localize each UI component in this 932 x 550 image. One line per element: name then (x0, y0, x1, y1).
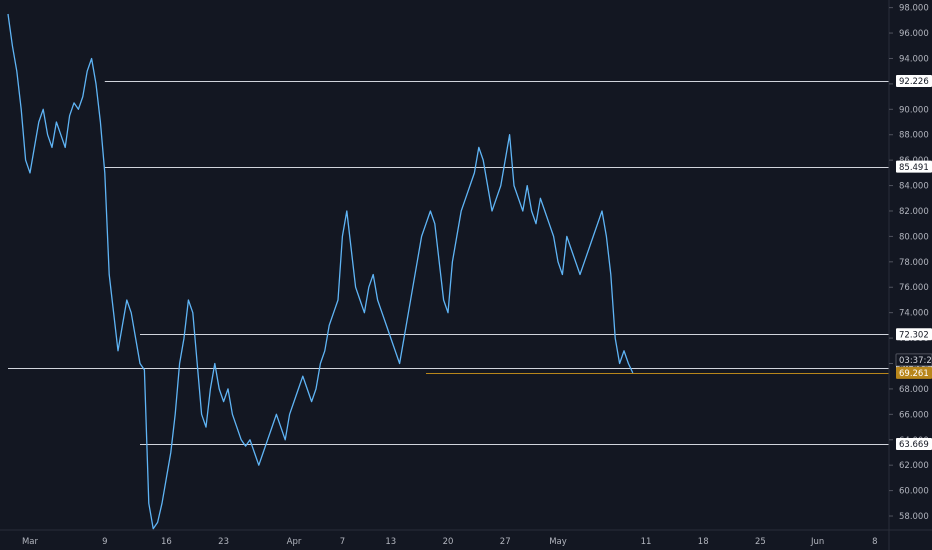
price-tick-label: 76.000 (899, 283, 929, 293)
time-tick-label: 13 (385, 537, 396, 547)
time-tick-label: 20 (443, 537, 454, 547)
price-tick-label: 96.000 (899, 29, 929, 39)
price-tick-label: 94.000 (899, 54, 929, 64)
price-tick-label: 90.000 (899, 105, 929, 115)
time-tick-label: Apr (287, 537, 302, 547)
bar-countdown-label-background (895, 353, 932, 367)
price-tick-label: 62.000 (899, 461, 929, 471)
time-tick-label: 9 (102, 537, 107, 547)
price-tick-label: 80.000 (899, 232, 929, 242)
time-tick-label: 23 (218, 537, 229, 547)
level-price-label: 92.226 (899, 77, 929, 87)
level-price-label: 85.491 (899, 163, 929, 173)
level-price-label-background (896, 328, 932, 341)
level-price-label-background (896, 160, 932, 173)
price-tick-label: 88.000 (899, 131, 929, 141)
price-tick-label: 66.000 (899, 410, 929, 420)
price-tick-label: 98.000 (899, 4, 929, 14)
time-tick-label: May (549, 537, 567, 547)
time-tick-label: Jun (810, 537, 824, 547)
bar-countdown-label: 03:37:22 (899, 356, 932, 366)
time-axis[interactable]: Mar 9 16 23 Apr 7 13 20 27 May 11 18 25 Jun 8 (22, 537, 878, 547)
time-tick-label: 16 (161, 537, 172, 547)
horizontal-levels (8, 81, 889, 445)
time-tick-label: 8 (872, 537, 877, 547)
price-tick-label: 60.000 (899, 487, 929, 497)
time-tick-label: 27 (500, 537, 511, 547)
level-price-label-background (896, 437, 932, 450)
price-series (7, 13, 634, 530)
time-tick-label: 7 (340, 537, 345, 547)
price-tick-label: 74.000 (899, 309, 929, 319)
price-tick-label: 82.000 (899, 207, 929, 217)
price-tick-label: 78.000 (899, 258, 929, 268)
time-tick-label: 25 (755, 537, 766, 547)
current-price-label: 69.261 (899, 369, 929, 379)
time-tick-label: Mar (22, 537, 39, 547)
price-tick-label: 68.000 (899, 385, 929, 395)
level-price-label-background (896, 75, 932, 88)
level-price-label: 72.302 (899, 330, 929, 340)
level-labels: 92.22685.49172.30269.68463.66903:37:2269… (895, 75, 932, 450)
time-tick-label: 18 (698, 537, 709, 547)
price-tick-label: 58.000 (899, 512, 929, 522)
current-price-label-background (896, 366, 932, 379)
time-tick-label: 11 (641, 537, 652, 547)
price-tick-label: 84.000 (899, 182, 929, 192)
price-line (7, 13, 634, 530)
level-price-label: 63.669 (899, 440, 929, 450)
